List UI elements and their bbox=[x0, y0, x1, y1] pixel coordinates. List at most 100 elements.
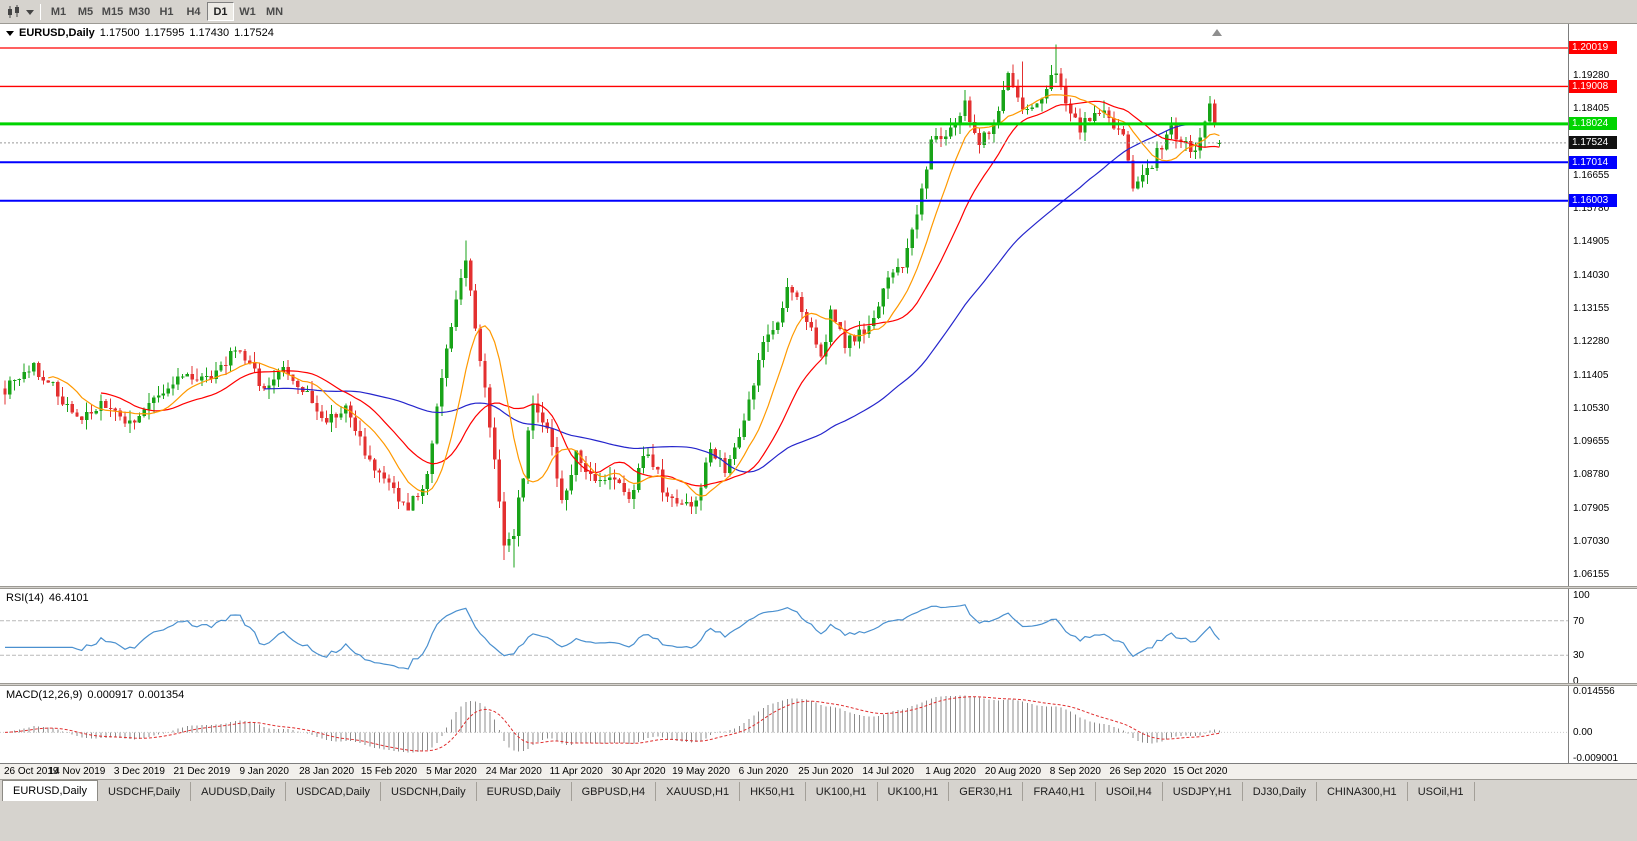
rsi-tick-label: 70 bbox=[1573, 615, 1585, 627]
chart-tab-audusd-daily[interactable]: AUDUSD,Daily bbox=[191, 782, 287, 801]
chart-tab-usdcad-daily[interactable]: USDCAD,Daily bbox=[286, 782, 382, 801]
time-scale[interactable]: 26 Oct 2019 14 Nov 2019 3 Dec 2019 21 Dec 2… bbox=[0, 763, 1637, 779]
chart-tab-gbpusd-h4[interactable]: GBPUSD,H4 bbox=[572, 782, 657, 801]
rsi-tick-label: 100 bbox=[1573, 590, 1590, 601]
macd-signal-value: 0.001354 bbox=[138, 689, 185, 701]
macd-tick-label: -0.009001 bbox=[1573, 753, 1619, 763]
macd-tick-label: 0.014556 bbox=[1573, 686, 1615, 697]
timeframe-buttons: M1 M5 M15 M30 H1 H4 D1 W1 MN bbox=[45, 2, 288, 21]
timeframe-button-d1[interactable]: D1 bbox=[207, 2, 234, 21]
timeframe-button-m30[interactable]: M30 bbox=[128, 5, 151, 18]
price-tick-label: 1.13155 bbox=[1573, 302, 1610, 314]
chart-tab-fra40-h1[interactable]: FRA40,H1 bbox=[1023, 782, 1096, 801]
ohlc-low: 1.17430 bbox=[189, 27, 230, 39]
date-label: 8 Sep 2020 bbox=[1049, 766, 1101, 777]
price-tick-label: 1.16655 bbox=[1573, 169, 1610, 181]
rsi-chart[interactable] bbox=[0, 589, 1568, 683]
date-label: 30 Apr 2020 bbox=[611, 766, 666, 777]
price-tick-label: 1.19280 bbox=[1573, 70, 1610, 82]
main-price-chart[interactable] bbox=[0, 24, 1568, 586]
chart-tab-usdcnh-daily[interactable]: USDCNH,Daily bbox=[381, 782, 477, 801]
chart-symbol-icon[interactable] bbox=[4, 3, 24, 21]
date-label: 26 Oct 2019 bbox=[4, 766, 59, 777]
price-scale[interactable]: 1.192801.184051.175301.166551.157801.149… bbox=[1568, 24, 1637, 586]
timeframe-button-h4[interactable]: H4 bbox=[186, 5, 201, 18]
price-level-badge: 1.20019 bbox=[1569, 41, 1617, 55]
price-tick-label: 1.15780 bbox=[1573, 203, 1610, 215]
timeframe-button-h1[interactable]: H1 bbox=[159, 5, 174, 18]
price-tick-label: 1.06155 bbox=[1573, 569, 1610, 581]
rsi-panel: RSI(14) 46.4101 100 70 30 0 bbox=[0, 589, 1637, 683]
macd-panel: MACD(12,26,9) 0.000917 0.001354 0.014556… bbox=[0, 686, 1637, 763]
chart-symbol-label: EURUSD,Daily bbox=[19, 27, 95, 39]
dropdown-arrow-icon[interactable] bbox=[24, 3, 36, 21]
macd-chart[interactable] bbox=[0, 686, 1568, 763]
chart-tab-usdjpy-h1[interactable]: USDJPY,H1 bbox=[1163, 782, 1243, 801]
price-tick-label: 1.07030 bbox=[1573, 535, 1610, 547]
price-tick-label: 1.07905 bbox=[1573, 502, 1610, 514]
price-tick-label: 1.14905 bbox=[1573, 236, 1610, 248]
main-chart-panel: EURUSD,Daily 1.17500 1.17595 1.17430 1.1… bbox=[0, 24, 1637, 586]
macd-header: MACD(12,26,9) 0.000917 0.001354 bbox=[6, 689, 184, 701]
candlestick-icon bbox=[8, 4, 19, 18]
macd-label: MACD(12,26,9) bbox=[6, 689, 83, 701]
rsi-label: RSI(14) bbox=[6, 592, 44, 604]
price-tick-label: 1.09655 bbox=[1573, 436, 1610, 448]
chart-tab-china300-h1[interactable]: CHINA300,H1 bbox=[1317, 782, 1408, 801]
chart-tab-eurusd-daily[interactable]: EURUSD,Daily bbox=[2, 780, 98, 801]
date-label: 25 Jun 2020 bbox=[798, 766, 854, 777]
rsi-header: RSI(14) 46.4101 bbox=[6, 592, 89, 604]
current-price-badge: 1.17524 bbox=[1569, 136, 1617, 150]
date-label: 28 Jan 2020 bbox=[299, 766, 355, 777]
date-label: 14 Nov 2019 bbox=[48, 766, 106, 777]
collapse-triangle-icon[interactable] bbox=[6, 30, 14, 36]
date-label: 6 Jun 2020 bbox=[738, 766, 789, 777]
date-label: 9 Jan 2020 bbox=[239, 766, 289, 777]
macd-scale[interactable]: 0.014556 0.00 -0.009001 bbox=[1568, 686, 1637, 763]
chart-header: EURUSD,Daily 1.17500 1.17595 1.17430 1.1… bbox=[6, 27, 274, 39]
rsi-scale[interactable]: 100 70 30 0 bbox=[1568, 589, 1637, 683]
rsi-tick-label: 0 bbox=[1573, 676, 1579, 683]
chart-shift-marker-icon[interactable] bbox=[1212, 29, 1222, 36]
window-filler bbox=[0, 801, 1637, 841]
rsi-value: 46.4101 bbox=[48, 592, 89, 604]
price-tick-label: 1.14030 bbox=[1573, 269, 1610, 281]
macd-tick-label: 0.00 bbox=[1573, 727, 1593, 739]
chart-tab-eurusd-daily[interactable]: EURUSD,Daily bbox=[477, 782, 572, 801]
date-label: 11 Apr 2020 bbox=[549, 766, 603, 777]
macd-main-value: 0.000917 bbox=[87, 689, 134, 701]
ohlc-close: 1.17524 bbox=[234, 27, 274, 39]
price-tick-label: 1.12280 bbox=[1573, 336, 1610, 348]
chart-tab-ger30-h1[interactable]: GER30,H1 bbox=[949, 782, 1024, 801]
price-tick-label: 1.10530 bbox=[1573, 402, 1610, 414]
date-label: 15 Oct 2020 bbox=[1172, 766, 1228, 777]
chart-tab-usdchf-daily[interactable]: USDCHF,Daily bbox=[98, 782, 192, 801]
date-label: 24 Mar 2020 bbox=[485, 766, 542, 777]
timeframe-toolbar: M1 M5 M15 M30 H1 H4 D1 W1 MN bbox=[0, 0, 1637, 24]
timeframe-button-m1[interactable]: M1 bbox=[50, 5, 67, 18]
date-label: 15 Feb 2020 bbox=[360, 766, 418, 777]
chart-tab-xauusd-h1[interactable]: XAUUSD,H1 bbox=[656, 782, 741, 801]
panel-splitter[interactable] bbox=[0, 683, 1637, 686]
price-tick-label: 1.08780 bbox=[1573, 469, 1610, 481]
timeframe-button-m15[interactable]: M15 bbox=[101, 5, 124, 18]
chart-tab-usoil-h4[interactable]: USOil,H4 bbox=[1096, 782, 1163, 801]
price-level-badge: 1.19008 bbox=[1569, 79, 1617, 93]
timeframe-button-m5[interactable]: M5 bbox=[77, 5, 94, 18]
chart-tab-dj30-daily[interactable]: DJ30,Daily bbox=[1243, 782, 1317, 801]
date-label: 1 Aug 2020 bbox=[925, 766, 976, 777]
price-tick-label: 1.18405 bbox=[1573, 103, 1610, 115]
timeframe-button-mn[interactable]: MN bbox=[265, 5, 284, 18]
panel-splitter[interactable] bbox=[0, 586, 1637, 589]
chart-tab-hk50-h1[interactable]: HK50,H1 bbox=[740, 782, 806, 801]
timeframe-button-w1[interactable]: W1 bbox=[239, 5, 256, 18]
date-label: 19 May 2020 bbox=[672, 766, 730, 777]
ohlc-high: 1.17595 bbox=[144, 27, 185, 39]
chart-tab-uk100-h1[interactable]: UK100,H1 bbox=[878, 782, 950, 801]
chart-tab-usoil-h1[interactable]: USOil,H1 bbox=[1408, 782, 1475, 801]
chart-tab-uk100-h1[interactable]: UK100,H1 bbox=[806, 782, 878, 801]
price-tick-label: 1.11405 bbox=[1573, 369, 1609, 381]
rsi-tick-label: 30 bbox=[1573, 650, 1585, 662]
date-label: 26 Sep 2020 bbox=[1109, 766, 1167, 777]
